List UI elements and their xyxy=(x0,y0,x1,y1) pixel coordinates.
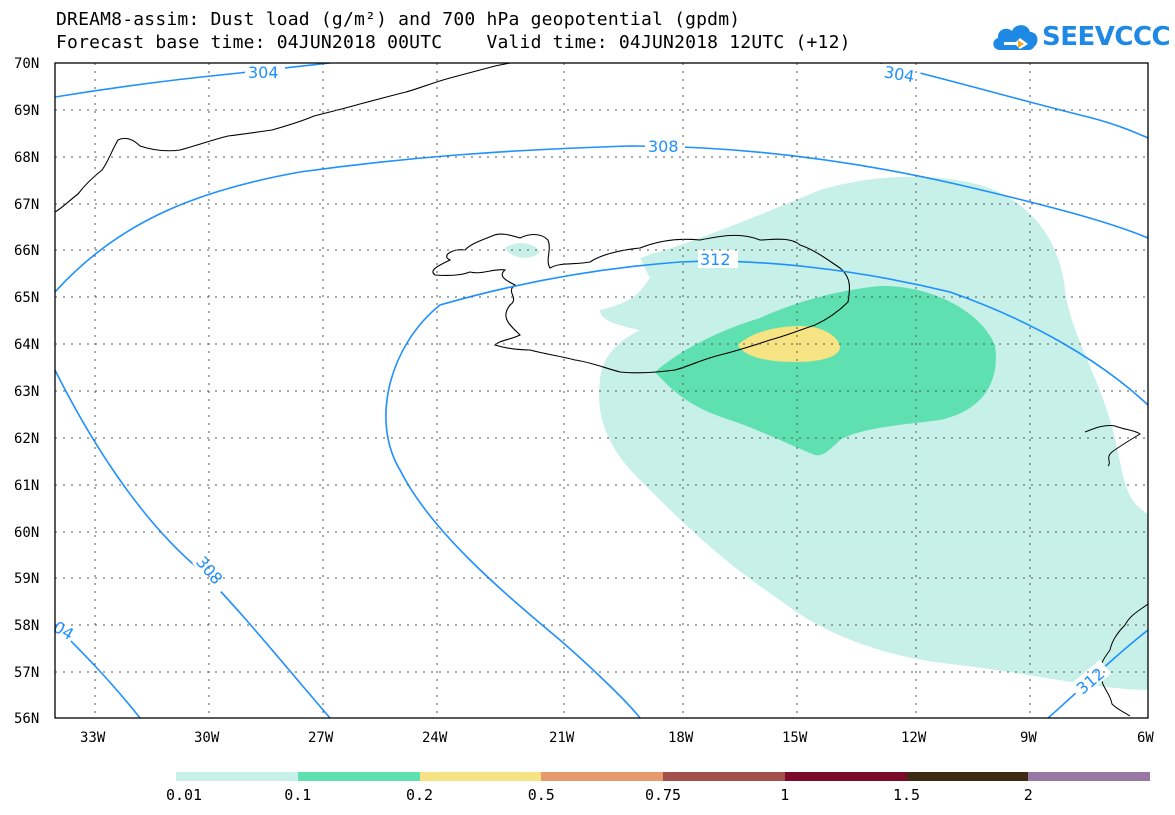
lat-label: 57N xyxy=(14,665,39,681)
map-area: 304 304 308 312 308 312 304 xyxy=(55,62,1148,718)
lat-label: 59N xyxy=(14,571,39,587)
dust-area-0.01 xyxy=(599,176,1148,690)
lat-label: 66N xyxy=(14,243,39,259)
legend-label: 0.1 xyxy=(284,786,312,804)
legend-label: 2 xyxy=(1023,786,1033,804)
contour-308-arc xyxy=(55,145,1148,293)
contour-label: 312 xyxy=(700,250,731,269)
contour-304-north xyxy=(55,63,1148,139)
longitude-axis: 33W 30W 27W 24W 21W 18W 15W 12W 9W 6W xyxy=(80,730,1154,746)
logo-text: SEEVCCC xyxy=(1042,22,1171,52)
lat-label: 69N xyxy=(14,103,39,119)
lon-label: 24W xyxy=(422,730,448,746)
legend-label: 0.01 xyxy=(165,786,203,804)
legend-labels: 0.01 0.1 0.2 0.5 0.75 1 1.5 2 xyxy=(166,784,1150,804)
dust-area-0.1 xyxy=(655,285,996,456)
map-frame xyxy=(54,62,1149,719)
lon-label: 27W xyxy=(308,730,334,746)
legend-swatch xyxy=(419,772,542,781)
lat-label: 60N xyxy=(14,525,39,541)
lat-label: 64N xyxy=(14,337,39,353)
contour-312-arc xyxy=(385,260,1148,718)
lon-label: 18W xyxy=(668,730,694,746)
contour-308-southwest xyxy=(55,369,331,718)
lat-label: 61N xyxy=(14,478,39,494)
cloud-icon xyxy=(993,25,1038,50)
lon-label: 33W xyxy=(80,730,106,746)
faroe-islands xyxy=(1084,425,1141,467)
color-legend: 0.01 0.1 0.2 0.5 0.75 1 1.5 2 xyxy=(166,772,1150,812)
lat-label: 62N xyxy=(14,431,39,447)
latitude-axis: 70N 69N 68N 67N 66N 65N 64N 63N 62N 61N … xyxy=(14,56,39,727)
lon-label: 15W xyxy=(782,730,808,746)
contour-label: 304 xyxy=(248,63,279,82)
map-title: DREAM8-assim: Dust load (g/m²) and 700 h… xyxy=(56,9,741,30)
lat-label: 68N xyxy=(14,150,39,166)
lon-label: 9W xyxy=(1020,730,1037,746)
legend-swatch xyxy=(663,772,785,781)
greenland-coastline xyxy=(55,63,511,213)
legend-swatch xyxy=(297,772,420,781)
legend-label: 1.5 xyxy=(892,786,921,804)
lon-label: 6W xyxy=(1137,730,1154,746)
lat-label: 56N xyxy=(14,711,39,727)
legend-label: 0.2 xyxy=(405,786,434,804)
geopotential-contours xyxy=(55,63,1148,718)
legend-label: 0.75 xyxy=(644,786,682,804)
graticule xyxy=(55,63,1148,718)
legend-swatch xyxy=(906,772,1029,781)
scotland-coastline xyxy=(1100,603,1148,717)
lon-label: 12W xyxy=(901,730,927,746)
dust-area-west-fjord xyxy=(505,243,540,258)
contour-label: 308 xyxy=(648,137,679,156)
legend-swatch xyxy=(784,772,907,781)
lat-label: 63N xyxy=(14,384,39,400)
lat-label: 58N xyxy=(14,618,39,634)
lat-label: 70N xyxy=(14,56,39,72)
lat-label: 67N xyxy=(14,197,39,213)
lon-label: 30W xyxy=(194,730,220,746)
legend-label: 0.5 xyxy=(527,786,555,804)
legend-swatch xyxy=(176,772,298,781)
iceland-coastline xyxy=(432,233,851,374)
dust-area-0.2 xyxy=(738,326,840,362)
lon-label: 21W xyxy=(549,730,575,746)
legend-color-bar xyxy=(176,772,1150,781)
legend-label: 1 xyxy=(780,786,790,804)
forecast-time-line: Forecast base time: 04JUN2018 00UTC Vali… xyxy=(56,32,851,53)
contour-label: 304 xyxy=(883,62,916,86)
legend-swatch xyxy=(541,772,663,781)
legend-swatch xyxy=(1028,772,1150,781)
seevccc-logo: SEEVCCC xyxy=(990,20,1171,56)
lat-label: 65N xyxy=(14,290,39,306)
